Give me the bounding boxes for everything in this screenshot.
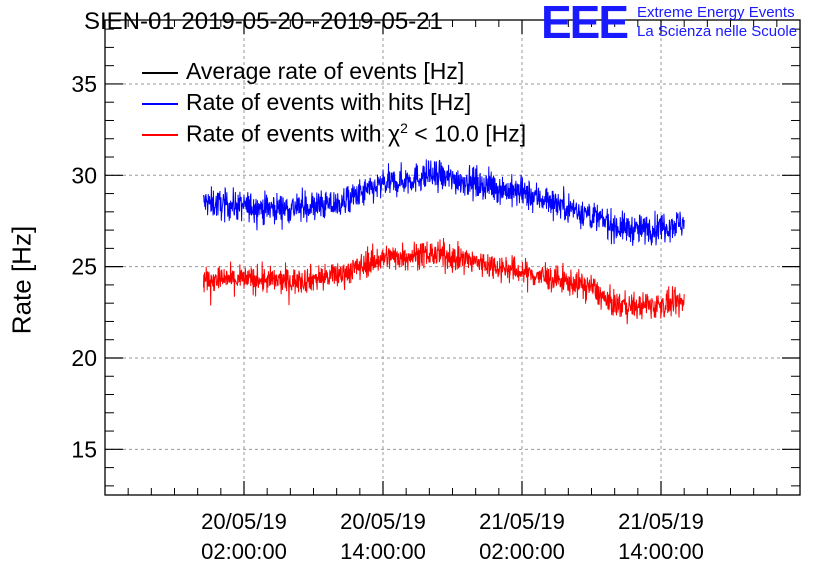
legend-swatch-hits xyxy=(142,103,178,105)
legend-label-chi2: Rate of events with χ2 < 10.0 [Hz] xyxy=(186,120,526,148)
series-line-2 xyxy=(203,237,685,325)
legend-swatch-average xyxy=(142,72,178,74)
legend-chi2-symbol: χ xyxy=(388,120,401,147)
legend-chi2-exponent: 2 xyxy=(400,120,408,136)
axis-ticks xyxy=(105,20,800,495)
y-tick-label: 20 xyxy=(71,345,97,371)
legend-chi2-suffix: < 10.0 [Hz] xyxy=(407,120,527,147)
eee-logo-mark: EEE xyxy=(541,0,629,48)
eee-logo: EEE Extreme Energy Events La Scienza nel… xyxy=(541,0,833,48)
tick-labels: 15 20 25 30 35 20/05/19 02:00:00 20/05/19 14:00:… xyxy=(71,71,703,564)
y-axis-label-box: Rate [Hz] xyxy=(2,200,42,360)
x-tick-label-date: 21/05/19 xyxy=(479,509,565,534)
legend-label-average: Average rate of events [Hz] xyxy=(186,58,465,84)
grid xyxy=(105,20,800,495)
series-line-1 xyxy=(203,159,685,246)
y-tick-label: 30 xyxy=(71,162,97,188)
logo-line-2: La Scienza nelle Scuole xyxy=(637,23,798,40)
legend-chi2-prefix: Rate of events with xyxy=(186,120,388,147)
y-tick-label: 35 xyxy=(71,71,97,97)
x-tick-label-time: 14:00:00 xyxy=(618,539,704,564)
x-tick-label-time: 02:00:00 xyxy=(201,539,287,564)
chart-title: SIEN-01 2019-05-20--2019-05-21 xyxy=(84,8,443,35)
legend-label-hits: Rate of events with hits [Hz] xyxy=(186,89,472,115)
x-tick-label-time: 14:00:00 xyxy=(340,539,426,564)
x-tick-label-date: 20/05/19 xyxy=(201,509,287,534)
y-tick-label: 25 xyxy=(71,254,97,280)
y-axis-label: Rate [Hz] xyxy=(6,225,37,335)
logo-line-1: Extreme Energy Events xyxy=(637,4,795,21)
y-tick-label: 15 xyxy=(71,436,97,462)
x-tick-label-date: 20/05/19 xyxy=(340,509,426,534)
x-tick-label-time: 02:00:00 xyxy=(479,539,565,564)
x-tick-label-date: 21/05/19 xyxy=(618,509,704,534)
legend-swatch-chi2 xyxy=(142,134,178,136)
series-layer xyxy=(203,159,685,325)
